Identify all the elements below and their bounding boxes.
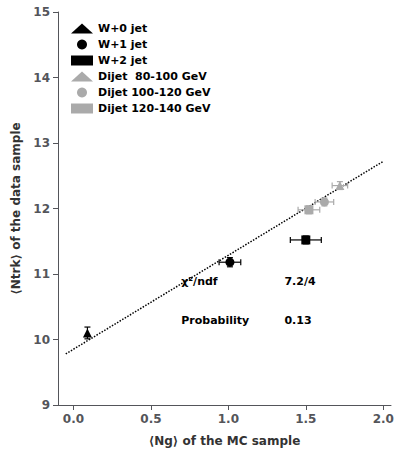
svg-text:χ²/ndf: χ²/ndf bbox=[181, 275, 218, 288]
svg-text:9: 9 bbox=[42, 398, 50, 412]
svg-text:11: 11 bbox=[33, 267, 50, 281]
svg-text:⟨Ntrk⟩ of the data sample: ⟨Ntrk⟩ of the data sample bbox=[9, 122, 23, 294]
svg-text:13: 13 bbox=[33, 136, 50, 150]
svg-text:0.13: 0.13 bbox=[284, 314, 311, 327]
svg-text:7.2/4: 7.2/4 bbox=[284, 275, 316, 288]
svg-text:W+1 jet: W+1 jet bbox=[98, 38, 147, 51]
svg-text:W+0 jet: W+0 jet bbox=[98, 22, 147, 35]
svg-text:0.0: 0.0 bbox=[63, 412, 84, 426]
svg-text:1.0: 1.0 bbox=[218, 412, 239, 426]
svg-text:0.5: 0.5 bbox=[140, 412, 161, 426]
svg-text:15: 15 bbox=[33, 5, 50, 19]
svg-text:⟨Ng⟩ of the MC sample: ⟨Ng⟩ of the MC sample bbox=[149, 434, 301, 448]
svg-text:W+2 jet: W+2 jet bbox=[98, 54, 147, 67]
svg-text:Dijet 120-140 GeV: Dijet 120-140 GeV bbox=[98, 102, 211, 115]
svg-text:Probability: Probability bbox=[181, 314, 249, 327]
svg-text:Dijet 100-120 GeV: Dijet 100-120 GeV bbox=[98, 86, 211, 99]
svg-text:Dijet 80-100 GeV: Dijet 80-100 GeV bbox=[98, 70, 207, 83]
svg-text:10: 10 bbox=[33, 333, 50, 347]
svg-text:2.0: 2.0 bbox=[373, 412, 394, 426]
svg-text:14: 14 bbox=[33, 71, 50, 85]
svg-text:12: 12 bbox=[33, 202, 50, 216]
svg-text:1.5: 1.5 bbox=[295, 412, 316, 426]
